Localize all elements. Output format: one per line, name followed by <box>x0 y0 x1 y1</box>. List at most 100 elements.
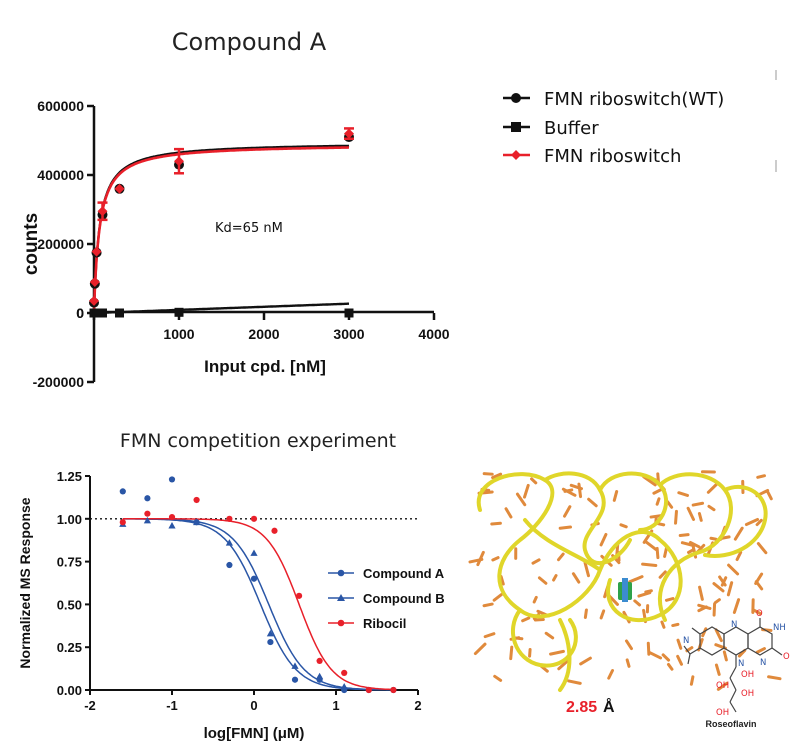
roseoflavin-structure <box>683 618 783 713</box>
competition-chart: FMN competition experiment 0.000.250.500… <box>17 430 445 742</box>
data-point <box>344 308 354 318</box>
data-point <box>168 476 176 483</box>
competition-y-label: Normalized MS Response <box>17 497 33 668</box>
base-stick <box>607 669 615 680</box>
competition-y-ticks: 0.00 0.25 0.50 0.75 1.00 1.25 <box>57 469 90 698</box>
base-stick <box>563 488 574 493</box>
data-point <box>341 669 348 676</box>
binding-fit-curves <box>92 144 350 315</box>
data-point <box>168 513 176 521</box>
base-stick <box>647 650 663 660</box>
base-stick <box>727 563 740 576</box>
atom-label: OH <box>741 670 754 680</box>
base-stick <box>537 576 548 585</box>
data-point <box>144 495 151 502</box>
y-tick-label: 0.00 <box>57 683 82 698</box>
competition-fit-curves <box>122 518 394 691</box>
binding-legend: FMN riboswitch(WT) Buffer FMN riboswitch <box>503 89 724 167</box>
legend-ribocil-label: Ribocil <box>363 616 406 631</box>
data-point <box>291 676 299 683</box>
base-stick <box>666 500 674 509</box>
base-stick <box>646 641 651 656</box>
data-point <box>97 206 108 217</box>
data-point <box>92 308 102 318</box>
atom-label: O <box>756 609 763 619</box>
base-stick <box>767 675 782 681</box>
base-stick <box>644 540 658 551</box>
atom-label: OH <box>716 681 729 691</box>
base-stick <box>557 552 565 562</box>
atom-label: O <box>783 652 790 662</box>
data-point <box>168 522 176 529</box>
base-stick <box>569 483 583 491</box>
y-tick-label: 600000 <box>37 98 84 114</box>
data-point <box>226 561 233 569</box>
base-stick <box>706 482 718 494</box>
fit-curve <box>122 518 394 691</box>
base-stick <box>755 518 763 527</box>
base-stick <box>701 627 708 638</box>
base-stick <box>676 638 683 650</box>
data-point <box>250 515 258 522</box>
y-tick-label: -200000 <box>33 374 85 390</box>
base-stick <box>558 525 573 530</box>
base-stick <box>482 472 494 476</box>
base-stick <box>571 572 581 584</box>
y-tick-label: 200000 <box>37 236 84 252</box>
base-stick <box>716 681 729 691</box>
data-point <box>119 519 126 526</box>
y-tick-label: 0 <box>76 305 84 321</box>
base-stick <box>637 591 652 598</box>
base-stick <box>599 532 608 547</box>
legend-fmn-label: FMN riboswitch <box>544 146 681 167</box>
base-stick <box>644 589 653 594</box>
data-point <box>250 549 258 556</box>
legend-ribocil-marker <box>337 619 345 627</box>
base-stick <box>689 675 695 686</box>
data-point <box>144 510 151 517</box>
distance-value: 2.85 <box>566 699 597 716</box>
base-stick <box>473 642 487 656</box>
base-stick <box>713 598 721 605</box>
base-stick <box>509 645 514 661</box>
competition-chart-title: FMN competition experiment <box>120 430 396 452</box>
data-point <box>115 308 124 318</box>
base-stick <box>499 575 505 586</box>
fit-curve <box>92 144 350 314</box>
x-tick-label: 3000 <box>333 326 364 342</box>
base-stick <box>718 575 727 587</box>
base-stick <box>533 617 545 622</box>
base-stick <box>687 548 695 554</box>
base-stick <box>677 491 689 497</box>
base-stick <box>521 616 531 623</box>
rna-base-sticks <box>468 470 782 691</box>
legend-entry-compound-a: Compound A <box>328 566 445 581</box>
base-stick <box>633 599 642 607</box>
competition-legend: Compound A Compound B Ribocil <box>328 566 445 631</box>
base-stick <box>491 556 500 562</box>
legend-entry-fmn: FMN riboswitch <box>503 146 681 167</box>
competition-x-label: log[FMN] (μM) <box>204 725 305 742</box>
base-stick <box>655 497 661 506</box>
legend-entry-ribocil: Ribocil <box>328 616 406 631</box>
x-tick-label: 0 <box>250 698 257 713</box>
base-stick <box>490 521 502 526</box>
base-stick <box>619 523 628 529</box>
base-stick <box>483 632 496 639</box>
fit-curve <box>122 518 394 691</box>
base-stick <box>666 662 674 671</box>
binding-x-label: Input cpd. [nM] <box>204 357 326 376</box>
competition-x-ticks: -2 -1 0 1 2 <box>84 690 422 713</box>
base-stick <box>530 477 538 485</box>
base-stick <box>660 620 666 629</box>
base-stick <box>722 650 728 662</box>
data-point <box>91 246 102 257</box>
base-stick <box>712 582 725 593</box>
base-stick <box>714 628 723 643</box>
base-stick <box>491 472 503 480</box>
base-stick <box>751 608 763 616</box>
binding-y-label: counts <box>21 213 42 275</box>
base-stick <box>754 572 764 585</box>
base-stick <box>709 536 718 541</box>
